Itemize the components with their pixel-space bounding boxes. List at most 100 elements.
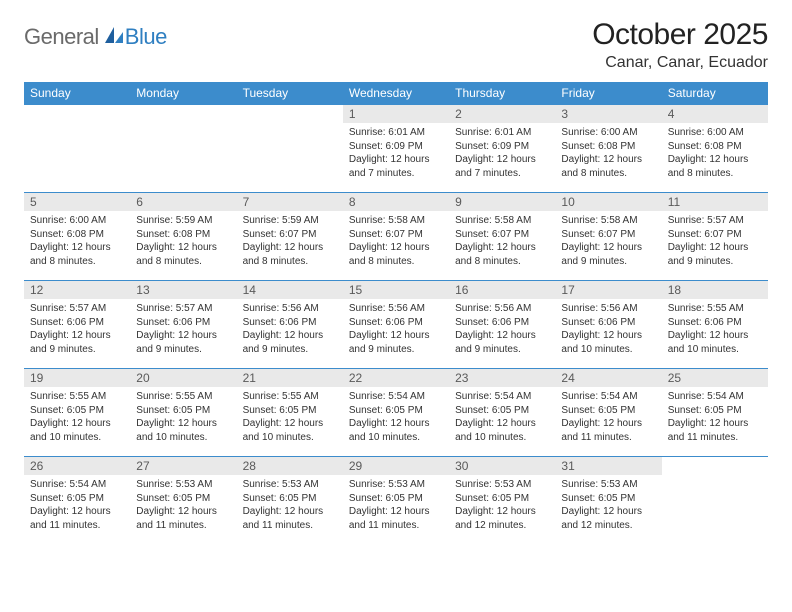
sunset-line: Sunset: 6:07 PM	[455, 228, 549, 242]
daylight-line: Daylight: 12 hours and 9 minutes.	[455, 329, 549, 356]
sunrise-line: Sunrise: 5:53 AM	[455, 478, 549, 492]
sunset-line: Sunset: 6:05 PM	[561, 404, 655, 418]
sunrise-line: Sunrise: 5:57 AM	[30, 302, 124, 316]
sunset-line: Sunset: 6:07 PM	[561, 228, 655, 242]
day-number: 18	[662, 281, 768, 299]
brand-part1: General	[24, 24, 99, 50]
sunrise-line: Sunrise: 5:56 AM	[455, 302, 549, 316]
daylight-line: Daylight: 12 hours and 10 minutes.	[455, 417, 549, 444]
sunset-line: Sunset: 6:06 PM	[30, 316, 124, 330]
day-details: Sunrise: 6:00 AMSunset: 6:08 PMDaylight:…	[662, 123, 768, 184]
calendar-cell: 15Sunrise: 5:56 AMSunset: 6:06 PMDayligh…	[343, 281, 449, 369]
daylight-line: Daylight: 12 hours and 12 minutes.	[455, 505, 549, 532]
day-details: Sunrise: 6:01 AMSunset: 6:09 PMDaylight:…	[449, 123, 555, 184]
sunset-line: Sunset: 6:06 PM	[455, 316, 549, 330]
day-number: 1	[343, 105, 449, 123]
day-details: Sunrise: 5:55 AMSunset: 6:06 PMDaylight:…	[662, 299, 768, 360]
sunset-line: Sunset: 6:05 PM	[349, 404, 443, 418]
calendar-cell: 4Sunrise: 6:00 AMSunset: 6:08 PMDaylight…	[662, 105, 768, 193]
daylight-line: Daylight: 12 hours and 11 minutes.	[349, 505, 443, 532]
calendar-cell: 8Sunrise: 5:58 AMSunset: 6:07 PMDaylight…	[343, 193, 449, 281]
day-details: Sunrise: 6:00 AMSunset: 6:08 PMDaylight:…	[555, 123, 661, 184]
day-number: 10	[555, 193, 661, 211]
day-number: 2	[449, 105, 555, 123]
daylight-line: Daylight: 12 hours and 9 minutes.	[349, 329, 443, 356]
month-title: October 2025	[592, 18, 768, 52]
calendar-cell: 21Sunrise: 5:55 AMSunset: 6:05 PMDayligh…	[237, 369, 343, 457]
sunrise-line: Sunrise: 5:55 AM	[30, 390, 124, 404]
daylight-line: Daylight: 12 hours and 8 minutes.	[668, 153, 762, 180]
sunrise-line: Sunrise: 5:53 AM	[243, 478, 337, 492]
calendar-cell: 12Sunrise: 5:57 AMSunset: 6:06 PMDayligh…	[24, 281, 130, 369]
calendar-cell: 14Sunrise: 5:56 AMSunset: 6:06 PMDayligh…	[237, 281, 343, 369]
day-details: Sunrise: 5:54 AMSunset: 6:05 PMDaylight:…	[343, 387, 449, 448]
daylight-line: Daylight: 12 hours and 8 minutes.	[561, 153, 655, 180]
sunrise-line: Sunrise: 5:54 AM	[30, 478, 124, 492]
day-details: Sunrise: 5:59 AMSunset: 6:07 PMDaylight:…	[237, 211, 343, 272]
day-details: Sunrise: 5:57 AMSunset: 6:06 PMDaylight:…	[130, 299, 236, 360]
title-block: October 2025 Canar, Canar, Ecuador	[592, 18, 768, 72]
sunset-line: Sunset: 6:06 PM	[668, 316, 762, 330]
day-number: 29	[343, 457, 449, 475]
daylight-line: Daylight: 12 hours and 9 minutes.	[561, 241, 655, 268]
sunrise-line: Sunrise: 5:58 AM	[349, 214, 443, 228]
sunset-line: Sunset: 6:08 PM	[136, 228, 230, 242]
day-details: Sunrise: 5:56 AMSunset: 6:06 PMDaylight:…	[449, 299, 555, 360]
calendar-row: 26Sunrise: 5:54 AMSunset: 6:05 PMDayligh…	[24, 457, 768, 545]
daylight-line: Daylight: 12 hours and 11 minutes.	[136, 505, 230, 532]
daylight-line: Daylight: 12 hours and 7 minutes.	[349, 153, 443, 180]
day-details: Sunrise: 6:00 AMSunset: 6:08 PMDaylight:…	[24, 211, 130, 272]
weekday-header: Wednesday	[343, 82, 449, 105]
calendar-cell: 10Sunrise: 5:58 AMSunset: 6:07 PMDayligh…	[555, 193, 661, 281]
daylight-line: Daylight: 12 hours and 8 minutes.	[349, 241, 443, 268]
daylight-line: Daylight: 12 hours and 12 minutes.	[561, 505, 655, 532]
daylight-line: Daylight: 12 hours and 10 minutes.	[30, 417, 124, 444]
daylight-line: Daylight: 12 hours and 11 minutes.	[243, 505, 337, 532]
calendar-row: 5Sunrise: 6:00 AMSunset: 6:08 PMDaylight…	[24, 193, 768, 281]
calendar-cell: 31Sunrise: 5:53 AMSunset: 6:05 PMDayligh…	[555, 457, 661, 545]
calendar-cell: 25Sunrise: 5:54 AMSunset: 6:05 PMDayligh…	[662, 369, 768, 457]
day-number: 6	[130, 193, 236, 211]
day-number: 30	[449, 457, 555, 475]
sunset-line: Sunset: 6:09 PM	[349, 140, 443, 154]
calendar-cell	[237, 105, 343, 193]
calendar-cell: 16Sunrise: 5:56 AMSunset: 6:06 PMDayligh…	[449, 281, 555, 369]
sunset-line: Sunset: 6:05 PM	[455, 492, 549, 506]
day-number: 28	[237, 457, 343, 475]
calendar-cell	[662, 457, 768, 545]
day-number: 22	[343, 369, 449, 387]
day-details: Sunrise: 5:54 AMSunset: 6:05 PMDaylight:…	[555, 387, 661, 448]
sunrise-line: Sunrise: 5:59 AM	[136, 214, 230, 228]
day-details: Sunrise: 5:54 AMSunset: 6:05 PMDaylight:…	[449, 387, 555, 448]
daylight-line: Daylight: 12 hours and 10 minutes.	[561, 329, 655, 356]
day-details: Sunrise: 5:53 AMSunset: 6:05 PMDaylight:…	[555, 475, 661, 536]
calendar-cell: 27Sunrise: 5:53 AMSunset: 6:05 PMDayligh…	[130, 457, 236, 545]
sunrise-line: Sunrise: 5:59 AM	[243, 214, 337, 228]
sunset-line: Sunset: 6:05 PM	[668, 404, 762, 418]
calendar-cell: 2Sunrise: 6:01 AMSunset: 6:09 PMDaylight…	[449, 105, 555, 193]
day-details: Sunrise: 5:55 AMSunset: 6:05 PMDaylight:…	[237, 387, 343, 448]
sunrise-line: Sunrise: 5:58 AM	[561, 214, 655, 228]
sunset-line: Sunset: 6:07 PM	[243, 228, 337, 242]
day-number: 12	[24, 281, 130, 299]
sail-icon	[103, 25, 125, 50]
calendar-cell: 9Sunrise: 5:58 AMSunset: 6:07 PMDaylight…	[449, 193, 555, 281]
day-details: Sunrise: 5:53 AMSunset: 6:05 PMDaylight:…	[130, 475, 236, 536]
sunrise-line: Sunrise: 5:54 AM	[455, 390, 549, 404]
day-number: 19	[24, 369, 130, 387]
calendar-cell: 1Sunrise: 6:01 AMSunset: 6:09 PMDaylight…	[343, 105, 449, 193]
sunrise-line: Sunrise: 5:54 AM	[349, 390, 443, 404]
sunset-line: Sunset: 6:06 PM	[136, 316, 230, 330]
day-details: Sunrise: 5:58 AMSunset: 6:07 PMDaylight:…	[555, 211, 661, 272]
brand-part2: Blue	[125, 24, 167, 50]
sunset-line: Sunset: 6:05 PM	[30, 404, 124, 418]
day-details: Sunrise: 5:57 AMSunset: 6:06 PMDaylight:…	[24, 299, 130, 360]
day-details: Sunrise: 5:56 AMSunset: 6:06 PMDaylight:…	[555, 299, 661, 360]
sunrise-line: Sunrise: 6:00 AM	[561, 126, 655, 140]
calendar-table: Sunday Monday Tuesday Wednesday Thursday…	[24, 82, 768, 545]
header: General Blue October 2025 Canar, Canar, …	[24, 18, 768, 72]
day-number: 16	[449, 281, 555, 299]
calendar-cell: 5Sunrise: 6:00 AMSunset: 6:08 PMDaylight…	[24, 193, 130, 281]
calendar-cell: 7Sunrise: 5:59 AMSunset: 6:07 PMDaylight…	[237, 193, 343, 281]
sunrise-line: Sunrise: 5:57 AM	[668, 214, 762, 228]
